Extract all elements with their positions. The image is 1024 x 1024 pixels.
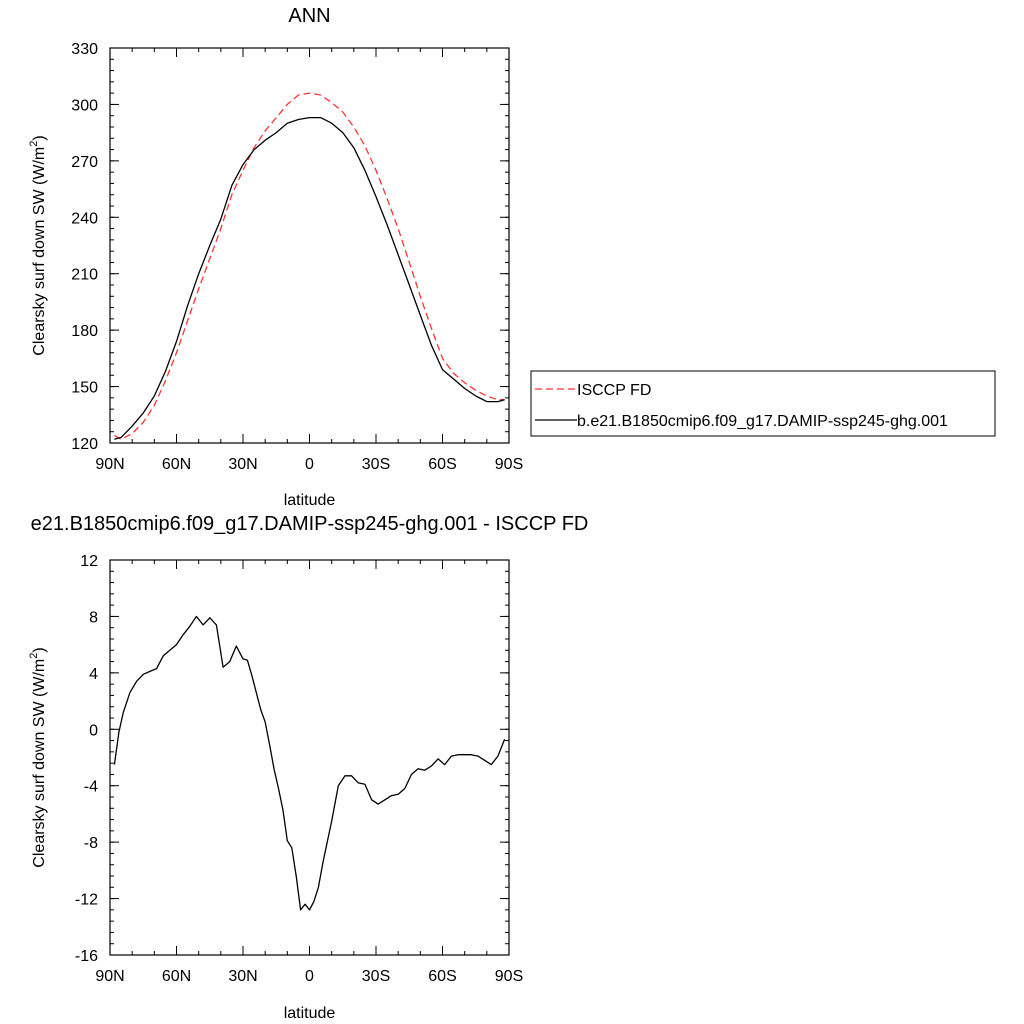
y-tick-label: 150 [71, 380, 98, 397]
y-tick-label: 0 [89, 722, 98, 739]
series-line-0 [113, 615, 506, 911]
x-tick-label: 90N [95, 456, 124, 473]
x-tick-label: 30N [228, 456, 257, 473]
x-tick-label: 60N [162, 968, 191, 985]
legend: ISCCP FD b.e21.B1850cmip6.f09_g17.DAMIP-s… [530, 370, 996, 437]
series-line-1 [114, 116, 505, 440]
y-axis-label-main: Clearsky surf down SW (W/m [31, 147, 48, 356]
y-axis-label-superscript: 2 [28, 141, 40, 147]
y-axis-label-tail: ) [31, 647, 48, 652]
x-tick-label: 60S [428, 968, 456, 985]
chart-difference-clearsky-sw: e21.B1850cmip6.f09_g17.DAMIP-ssp245-ghg.… [28, 513, 588, 1022]
y-axis-label-superscript: 2 [28, 653, 40, 659]
x-tick-label: 90N [95, 968, 124, 985]
y-axis-label: Clearsky surf down SW (W/m2) [28, 647, 48, 867]
legend-label-1: b.e21.B1850cmip6.f09_g17.DAMIP-ssp245-gh… [577, 413, 948, 430]
x-tick-label: 0 [305, 456, 314, 473]
x-axis-label: latitude [284, 492, 336, 509]
x-tick-label: 90S [495, 968, 523, 985]
legend-label-0: ISCCP FD [577, 382, 651, 399]
y-tick-label: -16 [75, 948, 98, 965]
chart-annual-clearsky-sw: ANN 90N 60N 30N 0 30S 60S 90S 120 150 180 210 240 270… [28, 5, 996, 509]
y-tick-label: 120 [71, 436, 98, 453]
series-line-0 [114, 92, 505, 440]
y-tick-label: 270 [71, 154, 98, 171]
x-tick-label: 0 [305, 968, 314, 985]
y-tick-label: 210 [71, 267, 98, 284]
x-axis-label: latitude [284, 1005, 336, 1022]
legend-box [530, 370, 996, 437]
y-tick-label: 8 [89, 609, 98, 626]
x-tick-label: 90S [495, 456, 523, 473]
x-tick-label: 60N [162, 456, 191, 473]
y-axis-label-main: Clearsky surf down SW (W/m [31, 659, 48, 868]
y-tick-label: 300 [71, 97, 98, 114]
chart-title: e21.B1850cmip6.f09_g17.DAMIP-ssp245-ghg.… [31, 513, 589, 535]
y-axis-label: Clearsky surf down SW (W/m2) [28, 135, 48, 355]
x-tick-label: 30S [362, 968, 390, 985]
y-tick-label: -12 [75, 892, 98, 909]
y-tick-label: -8 [84, 835, 98, 852]
x-tick-label: 30S [362, 456, 390, 473]
plot-frame [109, 559, 510, 956]
y-tick-label: 330 [71, 41, 98, 58]
y-tick-label: 180 [71, 323, 98, 340]
x-tick-label: 30N [228, 968, 257, 985]
x-tick-label: 60S [428, 456, 456, 473]
y-tick-label: 240 [71, 210, 98, 227]
chart-title: ANN [288, 5, 330, 27]
y-axis-label-tail: ) [31, 135, 48, 140]
y-tick-label: 4 [89, 666, 98, 683]
y-tick-label: 12 [80, 553, 98, 570]
y-tick-label: -4 [84, 779, 98, 796]
plot-frame [109, 47, 510, 444]
